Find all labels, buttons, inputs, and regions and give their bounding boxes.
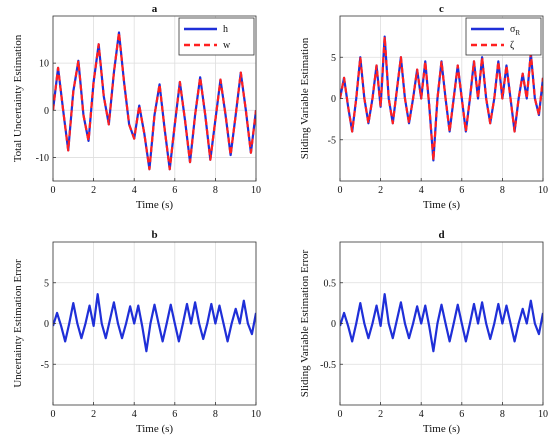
x-tick-label: 4 [419,409,424,420]
x-axis-label: Time (s) [423,423,461,435]
legend-label: h [223,24,228,35]
panel-title: a [152,3,158,15]
legend: σR ζ [465,17,542,56]
panel-d: 0 2 4 6 8 10 -0.5 0 0.5 d Time (s) Sliding Variable… [299,229,548,435]
panel-b: 0 2 4 6 8 10 -5 0 5 b Time (s) Uncertainty Estimati… [12,229,261,435]
x-tick-label: 10 [251,409,261,420]
x-tick-label: 0 [338,409,343,420]
series-line-ζ [340,35,543,162]
x-tick-label: 6 [172,409,177,420]
y-tick-label: -5 [41,360,49,371]
x-tick-label: 0 [51,409,56,420]
x-tick-label: 8 [500,185,505,196]
x-tick-label: 8 [213,185,218,196]
y-axis-label: Sliding Variable Estimation [299,37,311,159]
panel-title: b [151,229,157,241]
x-tick-label: 2 [378,185,383,196]
x-axis-label: Time (s) [136,199,174,211]
x-tick-label: 0 [51,185,56,196]
x-tick-label: 0 [338,185,343,196]
y-axis-label: Uncertainty Estimation Error [12,259,24,388]
x-tick-label: 2 [91,409,96,420]
panel-c: 0 2 4 6 8 10 -5 0 5 c Time (s) Sliding Variable Est… [299,3,548,211]
series-line-w [53,31,256,171]
series-line-error [340,293,543,353]
panel-a: 0 2 4 6 8 10 -10 0 10 a Time (s) Total Uncertainty … [12,3,261,211]
y-tick-label: 5 [44,278,49,289]
y-tick-label: 0 [44,319,49,330]
panel-title: d [438,229,444,241]
y-tick-label: 0 [331,94,336,105]
legend-label: σR [510,24,520,37]
y-tick-label: 0 [44,106,49,117]
x-tick-label: 8 [500,409,505,420]
x-tick-label: 10 [538,185,548,196]
x-tick-label: 10 [538,409,548,420]
x-tick-label: 6 [459,185,464,196]
x-tick-label: 2 [91,185,96,196]
legend-box [178,17,255,56]
panel-title: c [439,3,444,15]
x-tick-label: 8 [213,409,218,420]
legend: hw [178,17,255,56]
y-tick-label: 0.5 [324,278,337,289]
x-tick-label: 6 [459,409,464,420]
legend-label: w [223,40,231,51]
x-tick-label: 2 [378,409,383,420]
y-tick-label: -10 [36,153,49,164]
x-tick-label: 4 [132,185,137,196]
x-tick-label: 6 [172,185,177,196]
y-axis-label: Sliding Variable Estimation Error [299,249,311,397]
y-tick-label: 0 [331,319,336,330]
y-tick-label: -0.5 [320,360,336,371]
y-axis-label: Total Uncertainty Estimation [12,34,24,162]
axes-box [52,15,257,182]
x-axis-label: Time (s) [423,199,461,211]
y-tick-label: 10 [39,59,49,70]
legend-label: ζ [510,40,514,51]
x-tick-label: 4 [132,409,137,420]
legend-box [465,17,542,56]
x-tick-label: 10 [251,185,261,196]
x-tick-label: 4 [419,185,424,196]
y-tick-label: 5 [331,53,336,64]
series-line-error [53,293,256,353]
x-axis-label: Time (s) [136,423,174,435]
y-tick-label: -5 [328,135,336,146]
